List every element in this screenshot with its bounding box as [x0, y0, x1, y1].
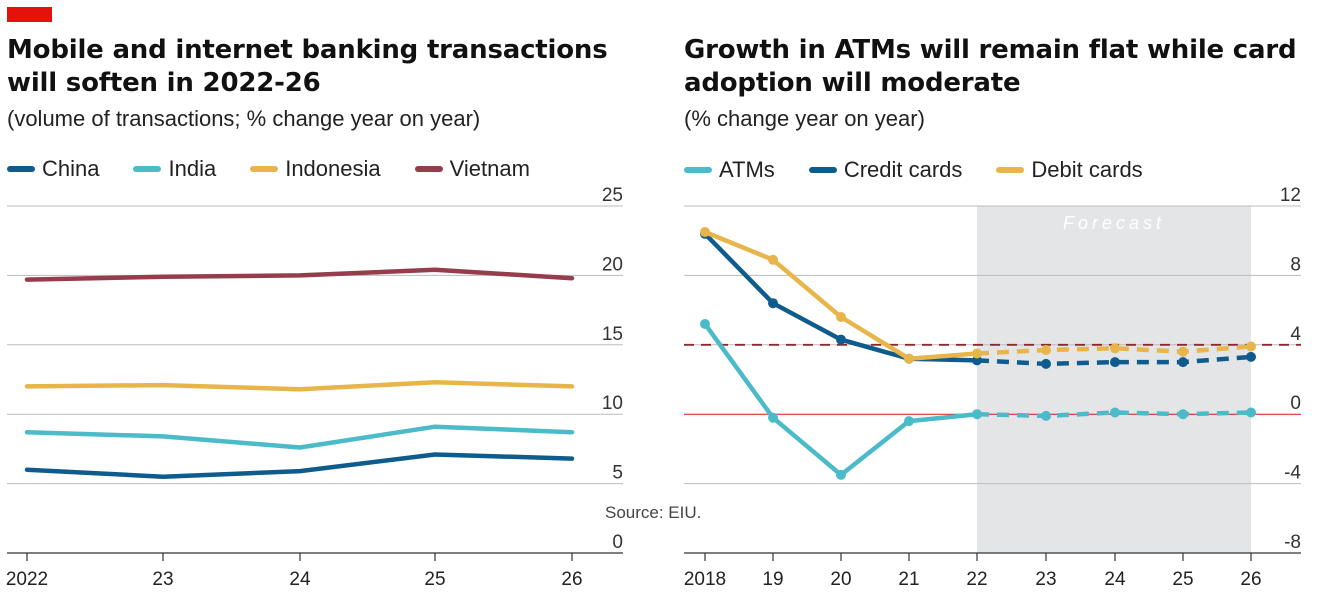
legend-item-atms: ATMs: [684, 157, 775, 183]
data-point-debit-cards: [836, 312, 846, 322]
legend-swatch-atms: [684, 167, 712, 173]
y-tick-label: 15: [602, 324, 623, 345]
data-point-atms: [836, 469, 846, 480]
x-tick-label: 2018: [684, 569, 726, 590]
legend-swatch-vietnam: [414, 166, 443, 172]
right-chart-title: Growth in ATMs will remain flat while ca…: [684, 35, 1297, 98]
right-legend: ATMs Credit cards Debit cards: [684, 157, 1177, 183]
legend-item-china: China: [7, 156, 99, 182]
data-point-credit-cards: [768, 298, 778, 309]
legend-item-vietnam: Vietnam: [414, 156, 530, 182]
data-point-atms: [1110, 407, 1120, 418]
legend-label-credit-cards: Credit cards: [843, 157, 963, 182]
data-point-credit-cards: [1110, 357, 1120, 368]
series-forecast-line-debit-cards: [976, 344, 1252, 356]
series-forecast-line-credit-cards: [976, 354, 1252, 367]
legend-item-credit-cards: Credit cards: [808, 157, 963, 183]
legend-swatch-credit-cards: [808, 167, 837, 173]
y-tick-label: -8: [1284, 532, 1301, 553]
left-chart-title: Mobile and internet banking transactions…: [7, 35, 608, 98]
legend-swatch-china: [7, 166, 35, 172]
data-point-debit-cards: [1041, 345, 1051, 355]
y-tick-label: 12: [1280, 185, 1301, 206]
data-point-debit-cards: [1178, 346, 1188, 357]
y-tick-label: 0: [612, 532, 623, 553]
left-chart-subtitle: (volume of transactions; % change year o…: [7, 106, 481, 131]
forecast-label: Forecast: [1063, 213, 1165, 233]
data-point-credit-cards: [1178, 357, 1188, 368]
legend-label-indonesia: Indonesia: [285, 156, 381, 181]
x-tick-label: 19: [762, 569, 783, 590]
legend-label-vietnam: Vietnam: [449, 156, 530, 181]
y-tick-label: -4: [1284, 463, 1301, 484]
left-legend: China India Indonesia Vietnam: [7, 156, 564, 182]
series-line-india: [24, 424, 575, 450]
legend-label-india: India: [168, 156, 217, 181]
data-point-atms: [1246, 407, 1256, 418]
x-tick-label: 25: [1172, 569, 1193, 590]
data-point-debit-cards: [1110, 343, 1120, 354]
source-note: Source: EIU.: [605, 503, 702, 522]
data-point-credit-cards: [1041, 358, 1051, 369]
legend-label-debit-cards: Debit cards: [1031, 157, 1143, 182]
legend-item-debit-cards: Debit cards: [996, 157, 1143, 183]
x-tick-label: 21: [898, 569, 919, 590]
data-point-credit-cards: [836, 334, 846, 345]
x-tick-label: 26: [1240, 569, 1261, 590]
brand-red-bar: [7, 7, 52, 22]
x-tick-label: 23: [152, 569, 173, 590]
x-tick-label: 25: [424, 569, 445, 590]
series-forecast-line-atms: [976, 410, 1252, 419]
y-tick-label: 4: [1290, 324, 1301, 345]
y-tick-label: 10: [602, 393, 623, 414]
x-tick-label: 2022: [6, 569, 48, 590]
legend-swatch-india: [133, 166, 162, 172]
right-chart-subtitle: (% change year on year): [684, 106, 925, 131]
data-point-atms: [904, 416, 914, 427]
legend-swatch-indonesia: [250, 166, 279, 172]
data-point-debit-cards: [768, 254, 778, 265]
legend-item-india: India: [133, 156, 216, 182]
legend-label-china: China: [42, 156, 100, 181]
x-tick-label: 26: [561, 569, 582, 590]
data-point-atms: [1041, 410, 1051, 421]
left-line-chart: 25 20 15 10 5 0 2022 23 24 25 26: [6, 185, 623, 590]
data-point-debit-cards: [1246, 341, 1256, 352]
x-tick-label: 23: [1035, 569, 1056, 590]
data-point-atms: [768, 412, 778, 423]
right-line-chart: Forecast 12 8 4 0 -4 -8 2018 19 20 21 22 23 24 25 26: [684, 185, 1302, 590]
series-line-vietnam: [24, 267, 575, 282]
y-tick-label: 20: [602, 254, 623, 275]
data-point-debit-cards: [904, 353, 914, 364]
x-tick-label: 22: [966, 569, 987, 590]
legend-label-atms: ATMs: [719, 157, 775, 182]
y-tick-label: 25: [602, 185, 623, 206]
forecast-shaded-area: [977, 206, 1251, 553]
data-point-debit-cards: [700, 227, 710, 237]
y-tick-label: 8: [1290, 254, 1301, 275]
data-point-atms: [972, 409, 982, 420]
data-point-atms: [1178, 409, 1188, 420]
series-line-indonesia: [24, 380, 575, 392]
legend-swatch-debit-cards: [996, 167, 1025, 173]
data-point-atms: [700, 319, 710, 329]
y-tick-label: 5: [612, 463, 623, 484]
x-tick-label: 20: [830, 569, 851, 590]
data-point-credit-cards: [972, 355, 982, 366]
data-point-credit-cards: [1246, 351, 1256, 362]
x-tick-label: 24: [289, 569, 311, 590]
series-line-china: [24, 452, 575, 479]
data-point-debit-cards: [972, 348, 982, 359]
series-line-atms: [702, 321, 980, 478]
y-tick-label: 0: [1290, 393, 1301, 414]
legend-item-indonesia: Indonesia: [250, 156, 381, 182]
x-tick-label: 24: [1104, 569, 1126, 590]
